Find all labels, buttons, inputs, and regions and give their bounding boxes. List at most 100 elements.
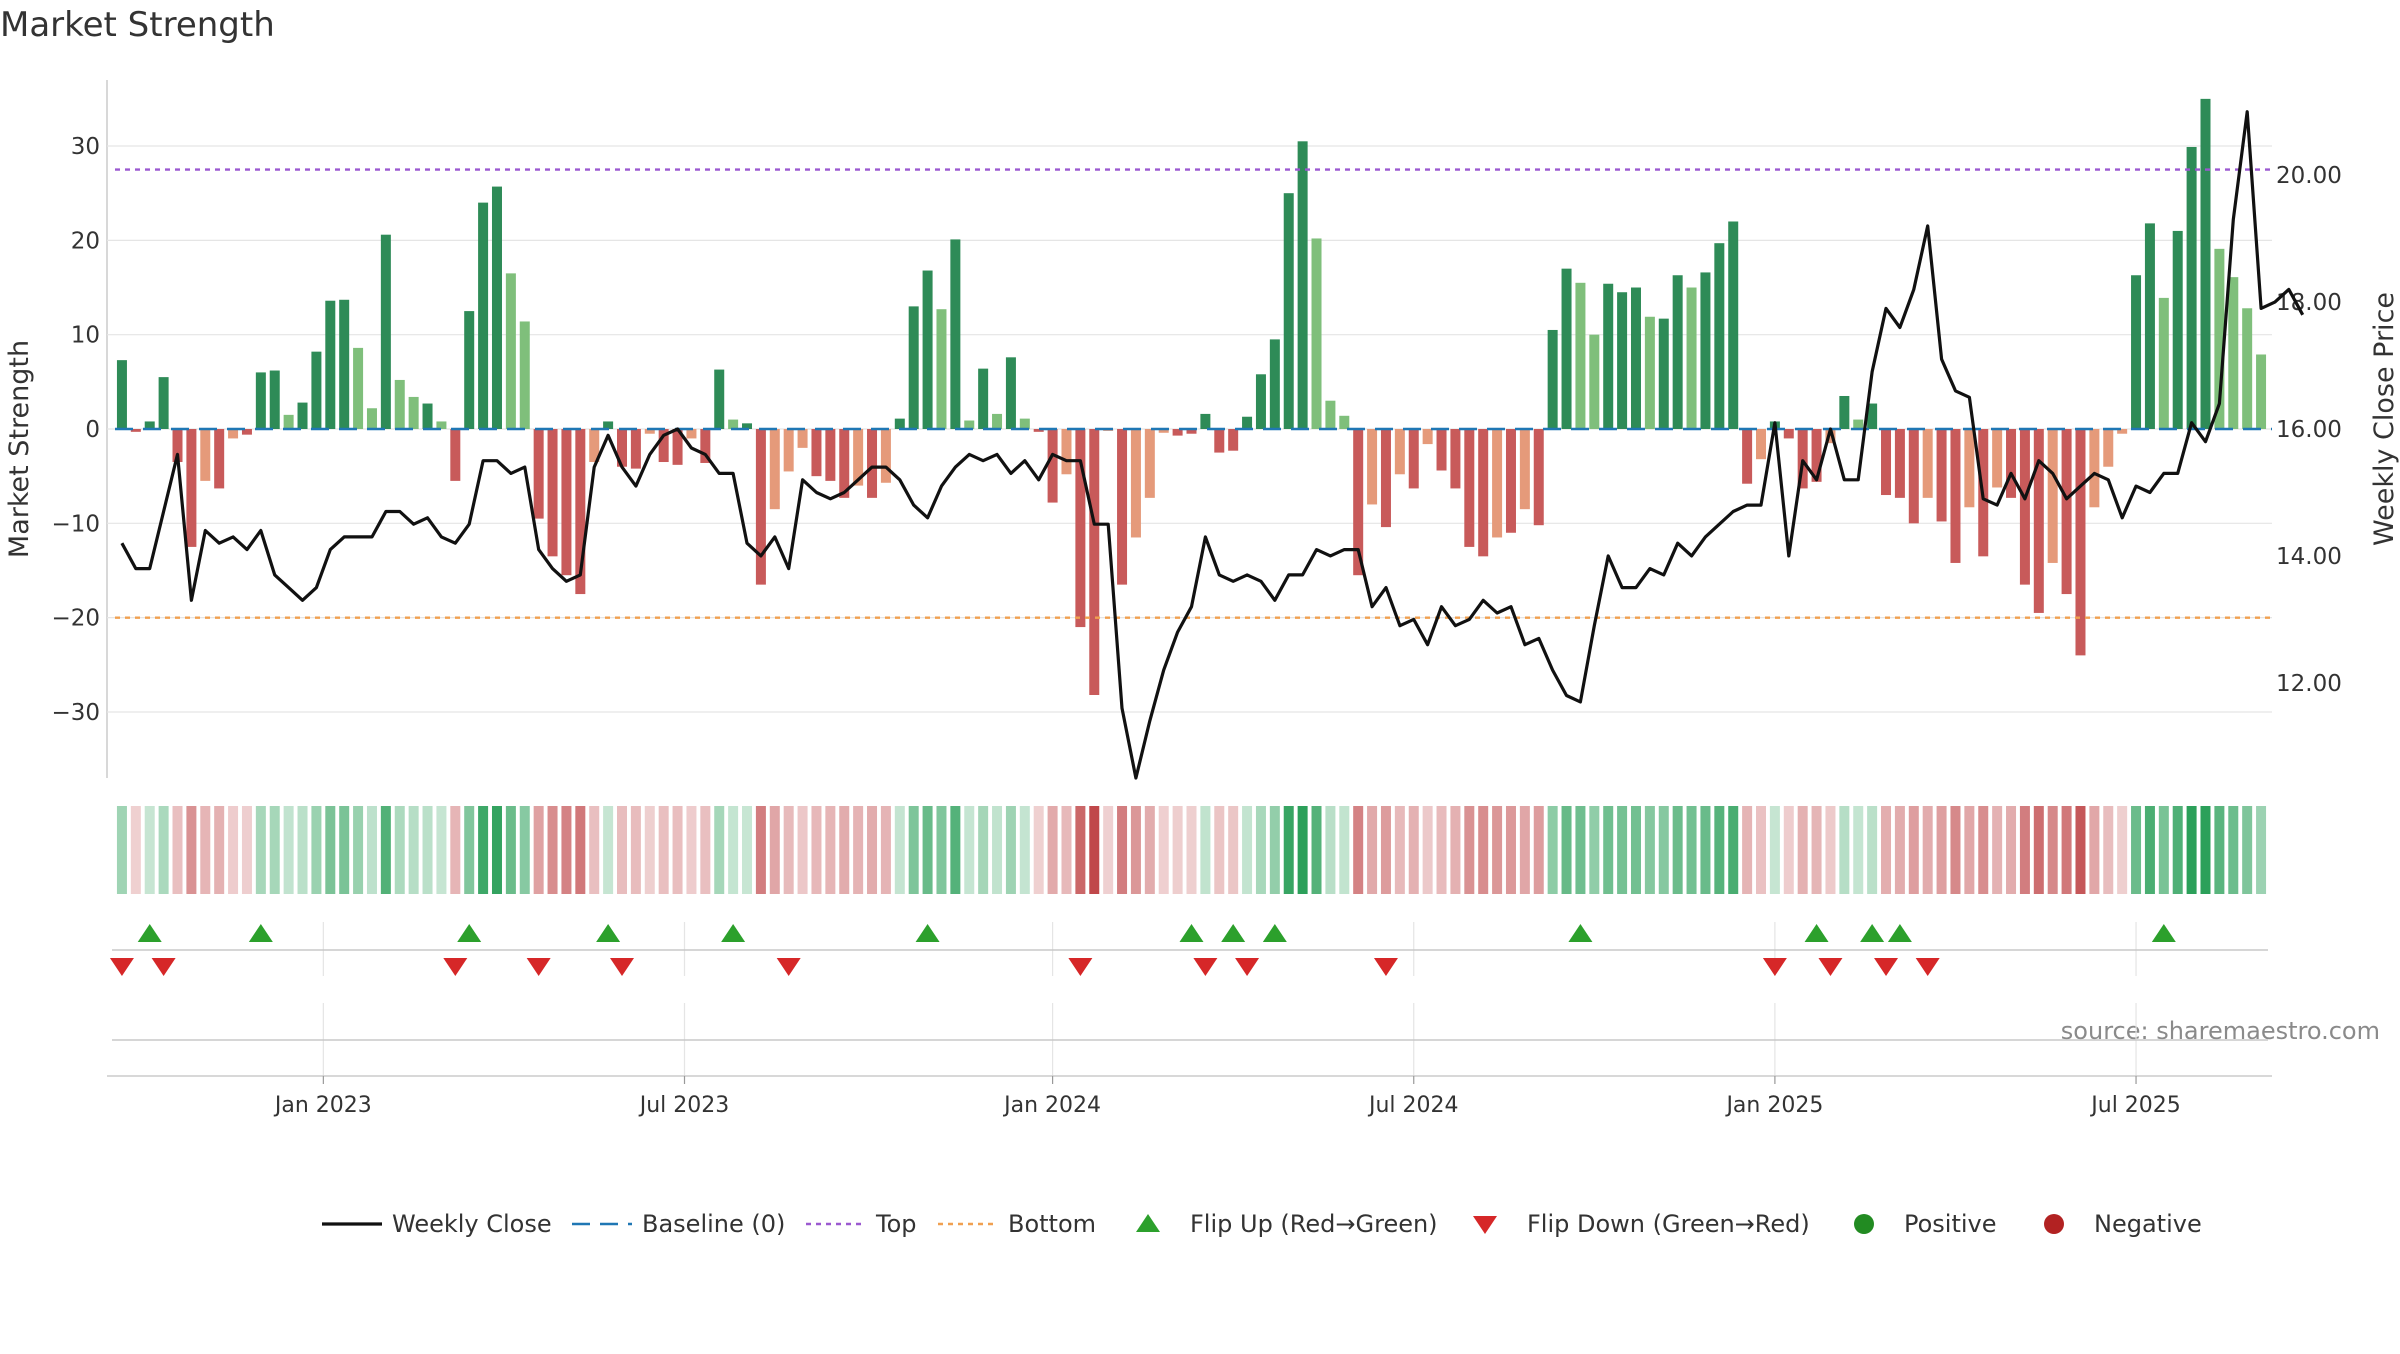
heat-cell: [1769, 806, 1780, 894]
heat-cell: [825, 806, 836, 894]
heat-cell: [2117, 806, 2128, 894]
legend-item: Negative: [2044, 1210, 2202, 1238]
strength-bar: [1297, 141, 1308, 430]
heat-cell: [1158, 806, 1169, 894]
strength-bar: [1408, 429, 1419, 489]
strength-bar: [1186, 429, 1197, 434]
heat-cell: [2242, 806, 2253, 894]
strength-bar: [1908, 429, 1919, 524]
heat-cell: [2214, 806, 2225, 894]
heat-cell: [2144, 806, 2155, 894]
heat-strip: [116, 806, 2267, 894]
heat-cell: [200, 806, 211, 894]
strength-bar: [380, 234, 391, 429]
flip-up-marker: [457, 924, 482, 942]
strength-bar: [1214, 429, 1225, 453]
heat-cell: [1922, 806, 1933, 894]
legend-item: Baseline (0): [572, 1210, 785, 1238]
strength-bar: [1547, 329, 1558, 429]
strength-bar: [880, 429, 891, 483]
strength-bar: [811, 429, 822, 477]
strength-bar: [2019, 429, 2030, 585]
heat-cell: [603, 806, 614, 894]
heat-cell: [1297, 806, 1308, 894]
y-tick-label: −20: [51, 606, 100, 632]
strength-bar: [214, 429, 225, 489]
heat-cell: [1978, 806, 1989, 894]
heat-cell: [2186, 806, 2197, 894]
heat-cell: [1005, 806, 1016, 894]
strength-bar: [908, 306, 919, 429]
heat-cell: [1117, 806, 1128, 894]
strength-bar: [283, 414, 294, 429]
heat-cell: [1603, 806, 1614, 894]
strength-bar: [269, 370, 280, 429]
flip-down-marker: [1193, 958, 1218, 976]
heat-cell: [978, 806, 989, 894]
strength-bar: [311, 351, 322, 429]
heat-cell: [700, 806, 711, 894]
strength-bar: [408, 396, 419, 429]
strength-bar: [1894, 429, 1905, 498]
strength-bar: [241, 429, 252, 435]
strength-bar: [1269, 339, 1280, 429]
heat-cell: [1144, 806, 1155, 894]
heat-cell: [1617, 806, 1628, 894]
strength-bar: [2172, 230, 2183, 429]
strength-bar: [1644, 316, 1655, 429]
heat-cell: [1686, 806, 1697, 894]
flip-down-marker: [776, 958, 801, 976]
heat-cell: [2103, 806, 2114, 894]
heat-cell: [1505, 806, 1516, 894]
y-tick-label: 0: [85, 417, 100, 443]
heat-cell: [283, 806, 294, 894]
strength-bar: [1922, 429, 1933, 498]
heat-cell: [1464, 806, 1475, 894]
heat-cell: [894, 806, 905, 894]
heat-cell: [1214, 806, 1225, 894]
heat-cell: [964, 806, 975, 894]
strength-bar: [2228, 277, 2239, 429]
strength-bar: [1019, 418, 1030, 429]
y-tick-label: −10: [51, 511, 100, 537]
strength-bar: [742, 423, 753, 429]
heat-cell: [339, 806, 350, 894]
strength-bar: [2047, 429, 2058, 563]
heat-cell: [1811, 806, 1822, 894]
strength-bar: [1353, 429, 1364, 576]
heat-cell: [269, 806, 280, 894]
strength-bar: [630, 429, 641, 469]
legend-label: Top: [875, 1210, 917, 1238]
flip-down-marker: [1068, 958, 1093, 976]
flip-up-marker: [1887, 924, 1912, 942]
heat-cell: [1992, 806, 2003, 894]
heat-cell: [1130, 806, 1141, 894]
strength-bar: [783, 429, 794, 472]
legend-item: Weekly Close: [322, 1210, 552, 1238]
heat-cell: [422, 806, 433, 894]
heat-cell: [1186, 806, 1197, 894]
strength-bar: [2186, 146, 2197, 429]
strength-bar: [1436, 429, 1447, 471]
heat-cell: [325, 806, 336, 894]
heat-cell: [1950, 806, 1961, 894]
heat-cell: [1089, 806, 1100, 894]
flip-up-marker: [1860, 924, 1885, 942]
heat-cell: [908, 806, 919, 894]
strength-bar: [1936, 429, 1947, 522]
strength-bar: [1686, 287, 1697, 429]
heat-cell: [853, 806, 864, 894]
strength-bar: [700, 429, 711, 463]
heat-cell: [1630, 806, 1641, 894]
flip-up-marker: [1804, 924, 1829, 942]
triangle-up-icon: [1136, 1214, 1160, 1232]
heat-cell: [2061, 806, 2072, 894]
strength-bar: [1630, 287, 1641, 429]
strength-bar: [1283, 193, 1294, 429]
heat-cell: [311, 806, 322, 894]
flip-up-marker: [1568, 924, 1593, 942]
strength-bar: [228, 429, 239, 439]
strength-bar: [1658, 318, 1669, 429]
strength-bar: [2242, 308, 2253, 429]
